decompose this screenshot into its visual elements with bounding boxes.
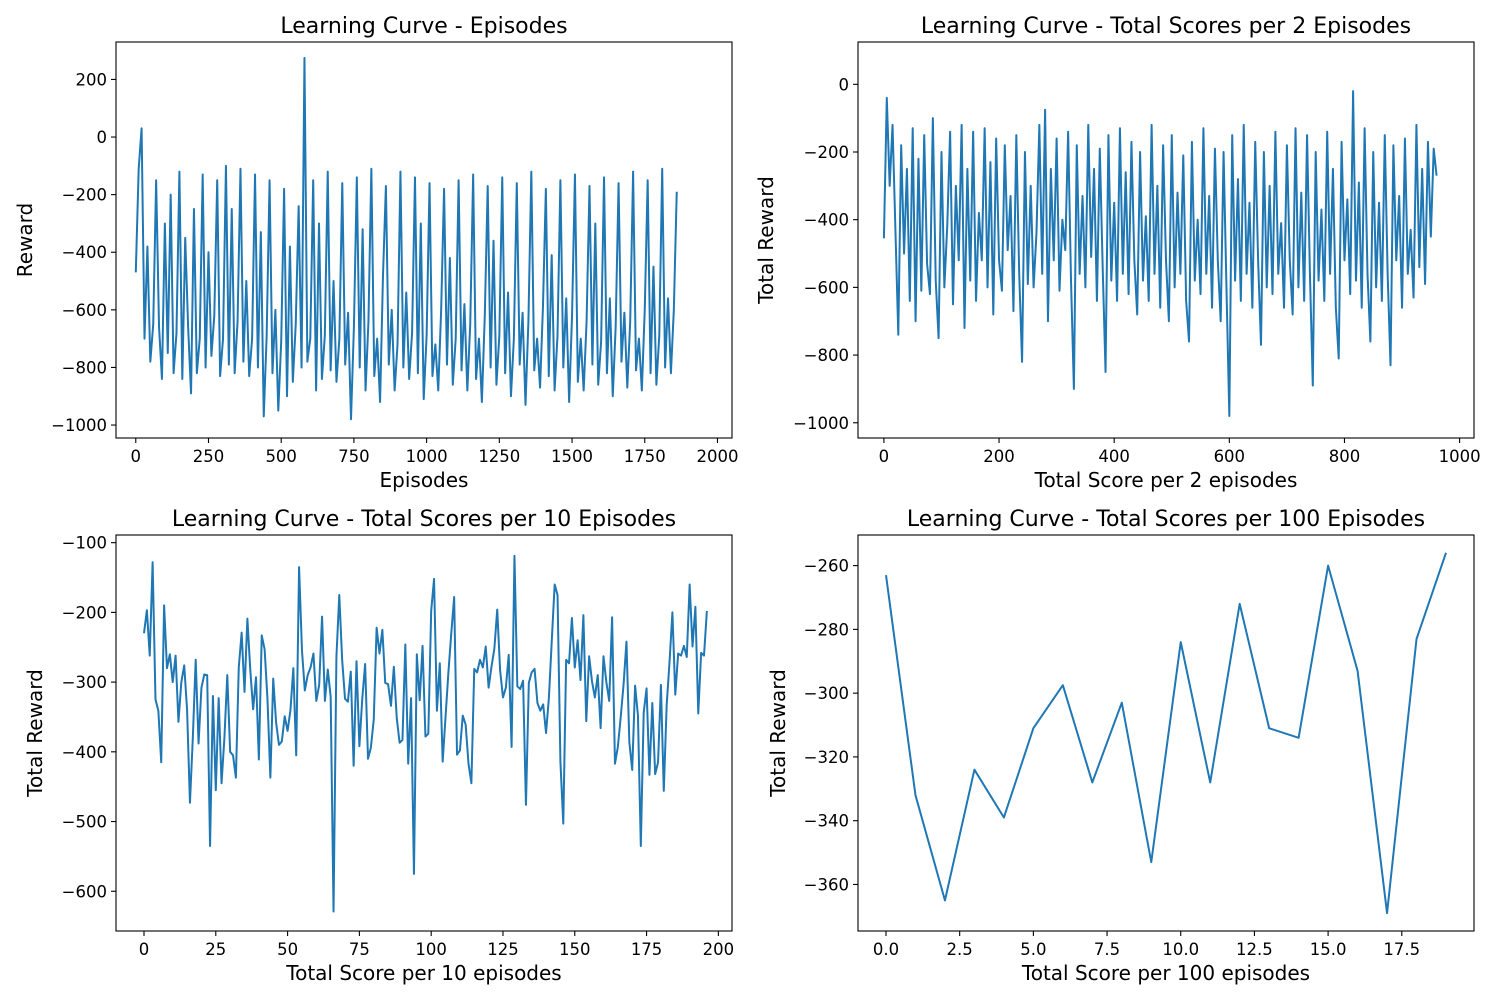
chart-panel-per-2-episodes: Learning Curve - Total Scores per 2 Epis…: [754, 14, 1481, 492]
x-tick-label: 250: [193, 447, 225, 466]
y-axis-label: Total Reward: [766, 669, 790, 798]
x-tick-label: 2.5: [947, 940, 973, 959]
x-tick-label: 175: [631, 940, 663, 959]
x-tick-label: 150: [559, 940, 591, 959]
x-axis-label: Episodes: [380, 468, 469, 492]
chart-title: Learning Curve - Total Scores per 100 Ep…: [907, 507, 1425, 532]
x-tick-label: 0: [139, 940, 150, 959]
y-tick-label: −300: [62, 673, 107, 692]
y-tick-label: −280: [804, 620, 849, 639]
chart-title: Learning Curve - Episodes: [280, 14, 567, 39]
y-tick-label: −320: [804, 748, 849, 767]
y-tick-label: 200: [76, 70, 108, 89]
chart-panel-episodes: Learning Curve - Episodes Episodes Rewar…: [13, 14, 738, 492]
x-tick-label: 400: [1098, 447, 1130, 466]
x-axis-label: Total Score per 2 episodes: [1034, 468, 1298, 492]
axes-frame: [857, 534, 1475, 932]
x-tick-label: 2000: [696, 447, 738, 466]
y-tick-label: −600: [62, 301, 107, 320]
y-tick-label: −1000: [793, 414, 849, 433]
y-tick-label: −100: [62, 534, 107, 553]
x-tick-label: 200: [703, 940, 735, 959]
chart-title: Learning Curve - Total Scores per 2 Epis…: [921, 14, 1411, 39]
series-line: [134, 56, 678, 421]
y-tick-label: −360: [804, 875, 849, 894]
y-axis-label: Reward: [13, 203, 37, 277]
y-tick-label: 0: [839, 75, 850, 94]
series-line: [882, 90, 1438, 417]
y-tick-label: −400: [804, 211, 849, 230]
chart-panel-per-100-episodes: Learning Curve - Total Scores per 100 Ep…: [766, 507, 1475, 985]
x-axis-label: Total Score per 10 episodes: [285, 961, 561, 985]
plot-area: 0 200 400 600 800 1000 0 −200 −400 −600 −800 −1000: [793, 41, 1481, 466]
y-tick-label: −600: [804, 278, 849, 297]
plot-area: 0.0 2.5 5.0 7.5 10.0 12.5 15.0 17.5 −260 −280 −300…: [804, 534, 1475, 959]
x-tick-label: 12.5: [1236, 940, 1273, 959]
x-tick-label: 1750: [624, 447, 666, 466]
x-tick-label: 10.0: [1162, 940, 1199, 959]
axes-frame: [115, 41, 733, 439]
y-tick-label: −300: [804, 684, 849, 703]
x-tick-label: 0.0: [873, 940, 899, 959]
y-tick-label: −800: [62, 358, 107, 377]
series-line: [885, 552, 1447, 915]
y-tick-label: 0: [97, 128, 108, 147]
y-tick-label: −400: [62, 743, 107, 762]
x-axis-label: Total Score per 100 episodes: [1021, 961, 1310, 985]
x-tick-label: 0: [131, 447, 142, 466]
x-tick-label: 50: [277, 940, 298, 959]
x-tick-label: 750: [338, 447, 370, 466]
x-tick-label: 200: [983, 447, 1015, 466]
x-tick-label: 500: [265, 447, 297, 466]
plot-area: 0 250 500 750 1000 1250 1500 1750 20002000−200−4…: [51, 41, 738, 466]
axes-frame: [115, 534, 733, 932]
y-axis-label: Total Reward: [754, 176, 778, 305]
x-tick-label: 5.0: [1020, 940, 1046, 959]
y-tick-label: −340: [804, 812, 849, 831]
chart-panel-per-10-episodes: Learning Curve - Total Scores per 10 Epi…: [23, 507, 734, 985]
y-tick-label: −200: [804, 143, 849, 162]
x-tick-label: 7.5: [1094, 940, 1120, 959]
x-tick-label: 800: [1329, 447, 1361, 466]
x-tick-label: 75: [349, 940, 370, 959]
plot-area: 0 25 50 75 100 125 150 175 200 −100 −200 −300 −400 −5…: [62, 534, 734, 959]
x-tick-label: 1250: [478, 447, 520, 466]
series-line: [143, 554, 708, 913]
y-tick-label: −200: [62, 186, 107, 205]
x-tick-label: 17.5: [1383, 940, 1420, 959]
y-tick-label: −400: [62, 243, 107, 262]
y-tick-label: −600: [62, 882, 107, 901]
x-tick-label: 100: [415, 940, 447, 959]
x-tick-label: 600: [1214, 447, 1246, 466]
x-tick-label: 125: [487, 940, 519, 959]
x-tick-label: 1000: [406, 447, 448, 466]
y-tick-label: −500: [62, 813, 107, 832]
x-tick-label: 15.0: [1310, 940, 1347, 959]
y-tick-label: −800: [804, 346, 849, 365]
y-tick-label: −260: [804, 557, 849, 576]
axes-frame: [857, 41, 1475, 439]
x-tick-label: 25: [205, 940, 226, 959]
x-tick-label: 1000: [1439, 447, 1481, 466]
chart-title: Learning Curve - Total Scores per 10 Epi…: [172, 507, 676, 532]
y-axis-label: Total Reward: [23, 669, 47, 798]
y-tick-label: −1000: [51, 416, 107, 435]
x-tick-label: 0: [879, 447, 890, 466]
y-tick-label: −200: [62, 603, 107, 622]
x-tick-label: 1500: [551, 447, 593, 466]
